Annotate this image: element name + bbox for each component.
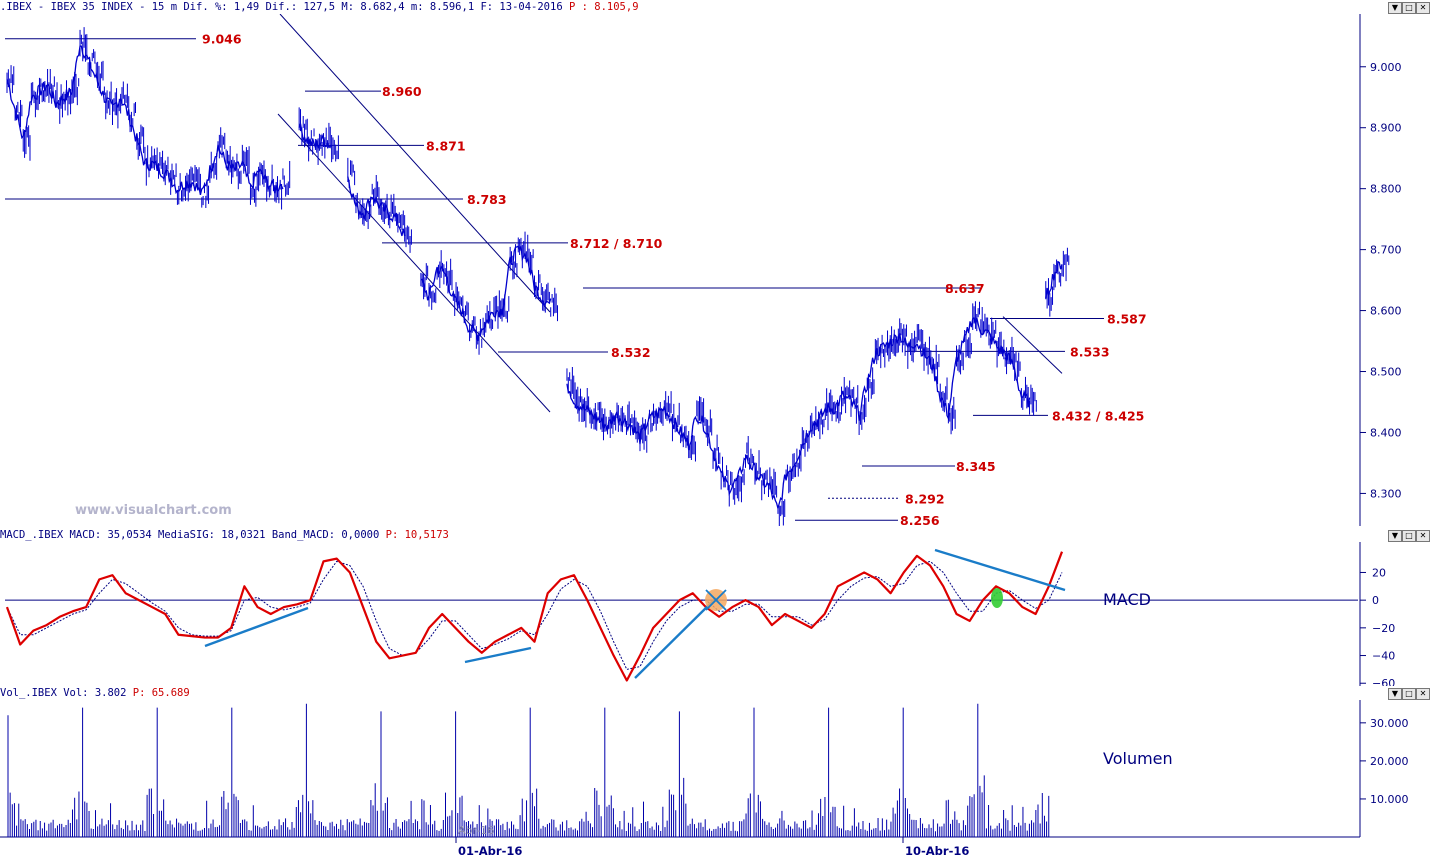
vol-overlay-label: Abr-16	[458, 824, 494, 837]
macd-chart: 20 0 −20 −40 −60 MACD	[5, 542, 1432, 686]
price-close-button[interactable]: ✕	[1416, 2, 1430, 14]
macd-ytick-label: −40	[1372, 650, 1395, 663]
level-label: 8.533	[1070, 344, 1110, 359]
level-label: 8.256	[900, 513, 940, 526]
level-label: 8.712 / 8.710	[570, 236, 663, 251]
price-series-bars	[6, 27, 1070, 526]
level-label: 8.587	[1107, 311, 1147, 326]
x-axis-label: 01-Abr-16	[458, 844, 522, 857]
vol-panel-label: Volumen	[1103, 749, 1173, 768]
macd-ytick-label: −60	[1372, 677, 1395, 686]
watermark: www.visualchart.com	[75, 503, 232, 518]
x-axis-label: 10-Abr-16	[905, 844, 969, 857]
level-label: 8.292	[905, 491, 945, 506]
macd-header-p: P: 10,5173	[385, 529, 449, 541]
price-maximize-button[interactable]: □	[1402, 2, 1416, 14]
macd-signal-line	[6, 560, 1063, 670]
level-label: 8.783	[467, 192, 507, 207]
price-header-interval: 15 m	[151, 1, 178, 13]
level-label: 8.345	[956, 459, 996, 474]
macd-header: MACD_.IBEX MACD: 35,0534 MediaSIG: 18,03…	[0, 528, 449, 542]
price-ytick-label: 8.300	[1370, 487, 1402, 500]
macd-axis-bg	[1360, 542, 1432, 686]
macd-panel-label: MACD	[1103, 590, 1151, 609]
level-label: 8.871	[426, 138, 466, 153]
macd-header-values: MACD_.IBEX MACD: 35,0534 MediaSIG: 18,03…	[0, 529, 380, 541]
price-chart: 9.000 8.900 8.800 8.700 8.600 8.500 8.400 8.300…	[5, 14, 1432, 526]
vol-maximize-button[interactable]: □	[1402, 688, 1416, 700]
price-header-stats: Dif. %: 1,49 Dif.: 127,5 M: 8.682,4 m: 8…	[183, 1, 563, 13]
macd-minimize-button[interactable]: ▼	[1388, 530, 1402, 542]
macd-trend-line	[934, 548, 1066, 592]
vol-header-values: Vol_.IBEX Vol: 3.802	[0, 687, 127, 699]
price-ytick-label: 8.700	[1370, 244, 1402, 257]
price-header-symbol: .IBEX - IBEX 35 INDEX -	[0, 1, 146, 13]
level-label: 8.960	[382, 84, 422, 99]
vol-header: Vol_.IBEX Vol: 3.802 P: 65.689	[0, 686, 190, 700]
price-minimize-button[interactable]: ▼	[1388, 2, 1402, 14]
macd-maximize-button[interactable]: □	[1402, 530, 1416, 542]
macd-ytick-label: 20	[1372, 566, 1386, 579]
level-label: 8.637	[945, 281, 985, 296]
downtrend-line	[1002, 316, 1063, 374]
volume-chart: 30.000 20.000 10.000 Volumen Abr-16 01-Abr-16…	[0, 700, 1432, 857]
level-label: 8.532	[611, 345, 651, 360]
channel-upper-line	[279, 14, 551, 313]
price-ytick-label: 8.900	[1370, 122, 1402, 135]
macd-trend-line	[634, 597, 717, 679]
macd-line	[5, 551, 1064, 682]
vol-close-button[interactable]: ✕	[1416, 688, 1430, 700]
price-header-p: P : 8.105,9	[568, 1, 639, 13]
level-label: 9.046	[202, 32, 242, 47]
macd-close-button[interactable]: ✕	[1416, 530, 1430, 542]
price-ytick-label: 8.600	[1370, 305, 1402, 318]
vol-header-p: P: 65.689	[132, 687, 190, 699]
price-header: .IBEX - IBEX 35 INDEX - 15 m Dif. %: 1,4…	[0, 0, 639, 14]
price-ytick-label: 8.800	[1370, 183, 1402, 196]
price-ytick-label: 9.000	[1370, 61, 1402, 74]
macd-crossover-x-icon	[705, 589, 727, 611]
price-axis-bg	[1360, 14, 1432, 526]
vol-minimize-button[interactable]: ▼	[1388, 688, 1402, 700]
vol-axis-bg	[1360, 700, 1432, 857]
macd-trend-line	[204, 606, 309, 648]
vol-bars	[7, 703, 1050, 837]
price-ytick-label: 8.500	[1370, 366, 1402, 379]
macd-ytick-label: −20	[1372, 622, 1395, 635]
price-ytick-label: 8.400	[1370, 426, 1402, 439]
macd-cross-marker-green	[991, 588, 1003, 608]
macd-ytick-label: 0	[1372, 594, 1379, 607]
vol-ytick-label: 30.000	[1370, 717, 1409, 730]
channel-lower-line	[277, 113, 551, 413]
macd-trend-line	[464, 646, 532, 664]
vol-ytick-label: 20.000	[1370, 755, 1409, 768]
vol-ytick-label: 10.000	[1370, 793, 1409, 806]
level-label: 8.432 / 8.425	[1052, 408, 1144, 423]
